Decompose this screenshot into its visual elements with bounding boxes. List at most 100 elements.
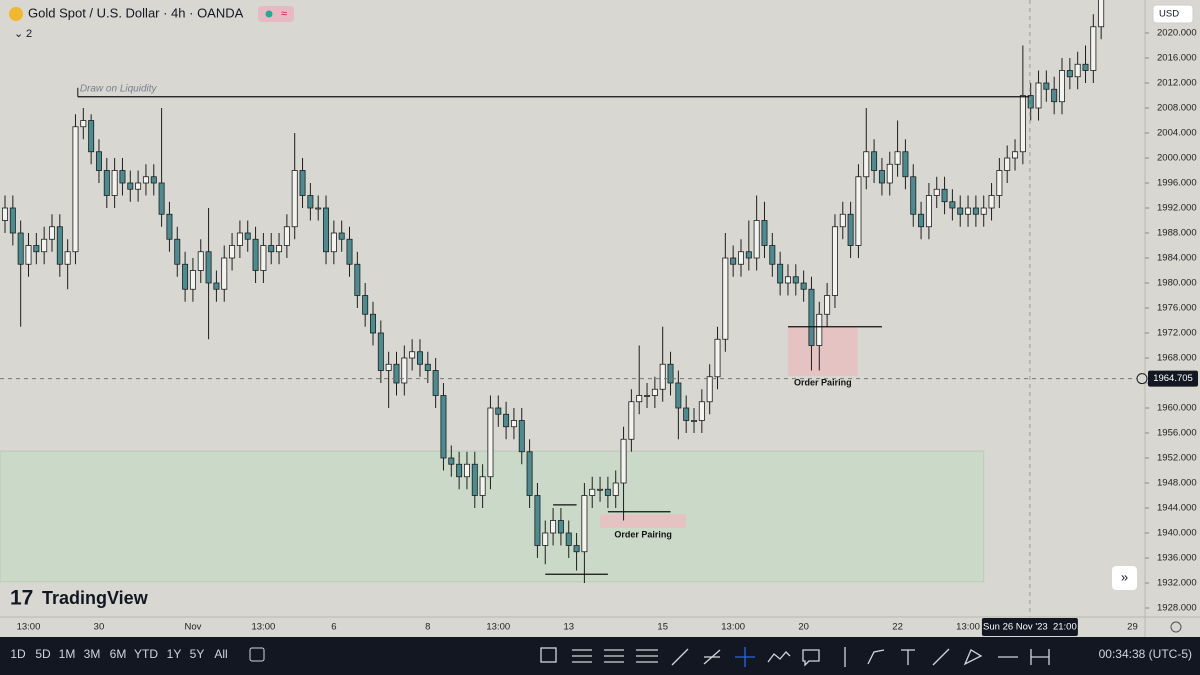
candle-body — [205, 251, 212, 284]
candle-body — [855, 176, 862, 246]
y-tick-label: 2004.000 — [1157, 128, 1197, 139]
y-tick-label: 1956.000 — [1157, 428, 1197, 439]
box-label: Order Pairing — [614, 529, 672, 539]
range-button[interactable]: 5D — [35, 647, 51, 661]
candle-body — [135, 182, 142, 190]
range-button[interactable]: All — [214, 647, 227, 661]
candle-body — [370, 313, 376, 334]
y-tick-label: 2016.000 — [1157, 53, 1197, 64]
range-button[interactable]: 1Y — [167, 647, 182, 661]
candle-body — [628, 401, 635, 440]
candle-body — [1043, 82, 1050, 90]
candle-body — [111, 170, 118, 196]
candle-body — [385, 363, 392, 371]
range-button[interactable]: 6M — [110, 647, 127, 661]
settings-icon[interactable] — [1170, 621, 1182, 633]
date-range-icon[interactable] — [249, 647, 265, 662]
candle-body — [941, 188, 948, 203]
candle-body — [127, 182, 134, 190]
candle-body — [1066, 70, 1073, 78]
x-tick-label: 13:00 — [956, 622, 980, 633]
tool-arrow[interactable] — [932, 648, 950, 666]
candle-body — [495, 407, 502, 415]
tool-trendline[interactable] — [671, 648, 689, 666]
candle-body — [871, 151, 878, 171]
indicator-count[interactable]: 2 — [26, 28, 32, 40]
collapse-icon[interactable]: ⌄ — [14, 28, 23, 40]
brand-icon: 17 — [10, 587, 33, 610]
candle-body — [189, 270, 196, 290]
tool-path[interactable] — [867, 649, 885, 665]
candle-body — [479, 476, 486, 496]
y-tick-label: 1988.000 — [1157, 228, 1197, 239]
candle-body — [910, 176, 917, 215]
range-button[interactable]: 3M — [84, 647, 101, 661]
candle-body — [675, 382, 682, 409]
candle-body — [808, 288, 815, 346]
candle-body — [800, 282, 807, 290]
y-tick-label: 1992.000 — [1157, 203, 1197, 214]
x-tick-label: 6 — [331, 622, 336, 633]
candle-body — [550, 520, 557, 534]
tool-text[interactable] — [901, 649, 915, 665]
candle-body — [1019, 95, 1026, 153]
y-tick-label: 1948.000 — [1157, 478, 1197, 489]
candle-body — [25, 245, 32, 265]
candle-body — [299, 170, 306, 196]
candle-body — [440, 395, 447, 459]
order-box — [787, 326, 858, 377]
candle-body — [307, 195, 314, 209]
candle-body — [72, 126, 79, 253]
crosshair-time-label: Sun 26 Nov '23 21:00 — [983, 622, 1077, 633]
x-tick-label: 8 — [425, 622, 430, 633]
tool-measure[interactable] — [1030, 649, 1050, 665]
candle-body — [142, 176, 149, 184]
x-tick-label: 13:00 — [17, 622, 41, 633]
y-tick-label: 1980.000 — [1157, 278, 1197, 289]
x-tick-label: Nov — [184, 622, 201, 633]
currency-label: USD — [1159, 9, 1179, 20]
candle-body — [229, 245, 236, 259]
candle-body — [620, 438, 627, 484]
y-tick-label: 1952.000 — [1157, 453, 1197, 464]
y-tick-label: 2008.000 — [1157, 103, 1197, 114]
range-button[interactable]: YTD — [134, 647, 158, 661]
symbol-title[interactable]: Gold Spot / U.S. Dollar · 4h · OANDA — [28, 5, 244, 20]
scroll-to-realtime[interactable] — [1112, 566, 1137, 590]
plot-area: Draw on Liquidity Order Pairing Order Pair… — [0, 0, 1145, 617]
range-button[interactable]: 1D — [10, 647, 26, 661]
candle-body — [894, 151, 901, 165]
tool-rect[interactable] — [540, 647, 557, 663]
candle-body — [323, 207, 330, 253]
candle-body — [487, 407, 494, 478]
candle-body — [745, 251, 752, 259]
last-price-box — [1148, 370, 1198, 387]
tool-callout[interactable] — [802, 649, 820, 667]
candle-body — [784, 276, 791, 284]
add-alert-icon[interactable] — [1136, 373, 1148, 385]
candle-body — [604, 488, 611, 496]
candle-body — [33, 245, 40, 253]
market-open-dot — [265, 10, 273, 18]
candle-body — [448, 457, 455, 465]
range-button[interactable]: 1M — [59, 647, 76, 661]
candle-body — [769, 245, 776, 265]
brand-name: TradingView — [42, 588, 149, 608]
range-button[interactable]: 5Y — [190, 647, 205, 661]
status-pill[interactable] — [258, 6, 294, 22]
candle-body — [503, 413, 510, 428]
candle-body — [863, 151, 870, 178]
y-tick-label: 1984.000 — [1157, 253, 1197, 264]
candle-body — [777, 263, 784, 284]
candle-body — [949, 201, 956, 209]
tool-pattern[interactable] — [767, 651, 791, 663]
x-tick-label: 13:00 — [486, 622, 510, 633]
candle-body — [346, 238, 353, 265]
candle-body — [64, 251, 71, 265]
currency-button[interactable] — [1152, 4, 1194, 24]
range-buttons: 1D 5D 1M 3M 6M YTD 1Y 5Y All — [10, 647, 227, 661]
candle-body — [691, 420, 697, 422]
tool-brush[interactable] — [963, 649, 983, 666]
candle-body — [338, 232, 345, 240]
